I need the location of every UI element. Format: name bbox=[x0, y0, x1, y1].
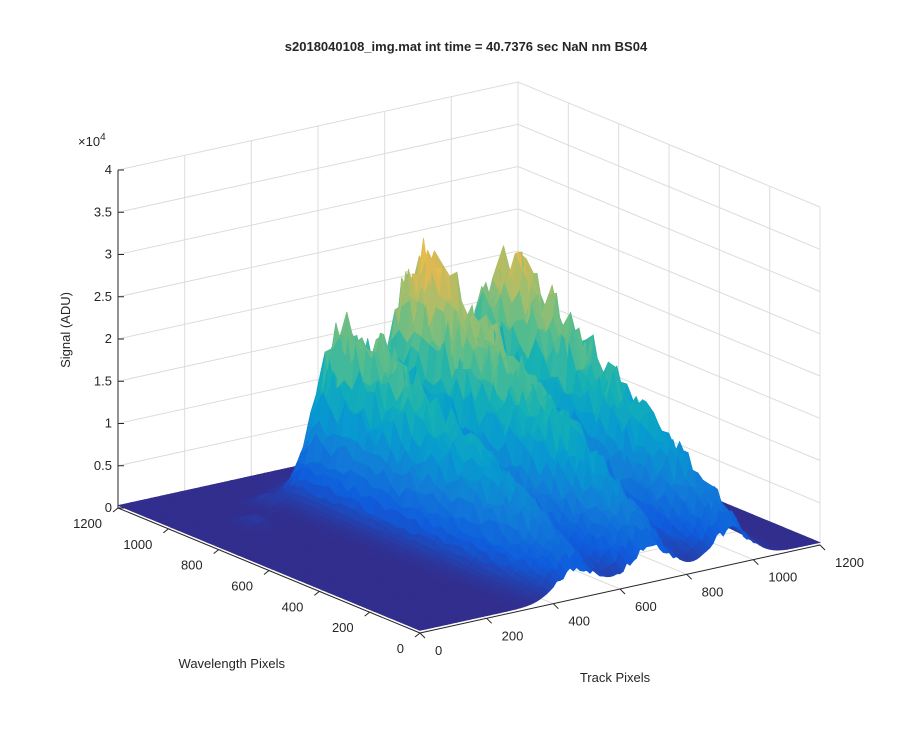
z-tick-label: 3 bbox=[105, 247, 112, 262]
grid-line-z bbox=[117, 165, 821, 292]
y-tick-label: 400 bbox=[282, 599, 304, 614]
z-tick-label: 0 bbox=[105, 500, 112, 515]
x-tick-mark bbox=[686, 573, 693, 580]
grid-line-z bbox=[117, 123, 821, 250]
x-tick-label: 1200 bbox=[835, 555, 864, 570]
z-tick-label: 1.5 bbox=[94, 373, 112, 388]
grid-line-z bbox=[117, 208, 821, 335]
grid-line-z bbox=[117, 81, 821, 208]
x-tick-mark bbox=[486, 617, 493, 624]
z-axis-label: Signal (ADU) bbox=[58, 292, 73, 368]
x-tick-mark bbox=[619, 588, 626, 595]
surface-mesh bbox=[117, 238, 821, 631]
z-tick-label: 3.5 bbox=[94, 204, 112, 219]
z-tick-label: 2.5 bbox=[94, 289, 112, 304]
x-tick-label: 0 bbox=[435, 643, 442, 658]
z-tick-label: 2 bbox=[105, 331, 112, 346]
x-tick-label: 200 bbox=[502, 628, 524, 643]
z-tick-label: 4 bbox=[105, 162, 112, 177]
y-tick-label: 200 bbox=[332, 620, 354, 635]
x-tick-mark bbox=[552, 603, 559, 610]
y-tick-label: 600 bbox=[231, 579, 253, 594]
x-axis-label: Track Pixels bbox=[580, 670, 651, 685]
z-tick-label: 1 bbox=[105, 416, 112, 431]
x-tick-mark bbox=[819, 544, 826, 551]
x-tick-label: 400 bbox=[568, 614, 590, 629]
y-tick-label: 1000 bbox=[123, 537, 152, 552]
x-tick-label: 1000 bbox=[768, 570, 797, 585]
grid-line-z bbox=[117, 250, 821, 377]
x-tick-mark bbox=[419, 632, 426, 639]
y-tick-label: 0 bbox=[397, 641, 404, 656]
x-tick-mark bbox=[752, 559, 759, 566]
chart-title: s2018040108_img.mat int time = 40.7376 s… bbox=[285, 39, 648, 54]
y-tick-mark bbox=[163, 528, 169, 534]
y-tick-mark bbox=[263, 570, 270, 575]
y-tick-mark bbox=[364, 611, 370, 617]
x-tick-label: 800 bbox=[702, 584, 724, 599]
y-tick-label: 1200 bbox=[73, 516, 102, 531]
y-tick-mark bbox=[314, 590, 320, 596]
y-tick-label: 800 bbox=[181, 558, 203, 573]
y-tick-mark bbox=[112, 507, 119, 513]
z-tick-label: 0.5 bbox=[94, 458, 112, 473]
z-exponent-label: ×104 bbox=[78, 132, 106, 149]
y-tick-mark bbox=[414, 632, 421, 638]
y-tick-mark bbox=[213, 549, 219, 555]
y-axis-label: Wavelength Pixels bbox=[179, 656, 286, 671]
x-tick-label: 600 bbox=[635, 599, 657, 614]
